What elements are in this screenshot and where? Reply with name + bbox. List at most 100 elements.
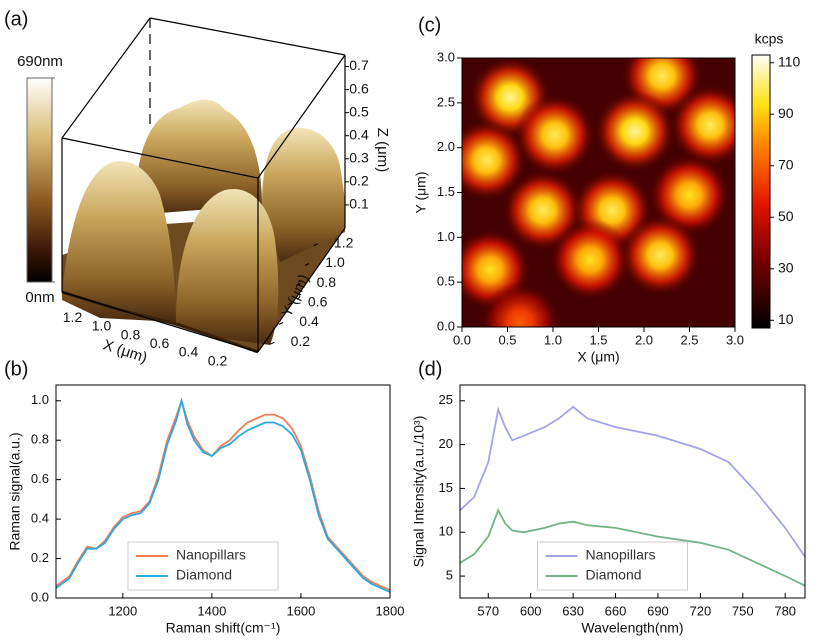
y-tick-label: 2.5 xyxy=(437,94,455,109)
legend-label: Nanopillars xyxy=(176,547,246,563)
y-tick-label: 1.0 xyxy=(437,229,455,244)
legend-label: Nanopillars xyxy=(586,547,656,563)
colorbar-tick-label: 0nm xyxy=(25,289,54,306)
spot xyxy=(513,94,596,177)
spot xyxy=(479,281,562,327)
panel-label: (c) xyxy=(418,14,441,36)
y-tick xyxy=(270,341,275,345)
colorbar-tick-label: 90 xyxy=(778,105,794,121)
y-axis-title: Signal Intensity(a.u./10³) xyxy=(411,416,427,568)
x-tick-label: 0.6 xyxy=(150,335,170,351)
x-tick-label: 600 xyxy=(520,603,542,618)
x-tick-label: 0.5 xyxy=(498,332,516,347)
plot-frame xyxy=(461,57,736,328)
z-tick-label: 0.3 xyxy=(349,150,369,166)
legend-label: Diamond xyxy=(586,567,642,583)
x-axis-title: Wavelength(nm) xyxy=(581,620,683,636)
legend-box xyxy=(127,541,279,591)
x-tick-label: 0.8 xyxy=(121,326,141,342)
y-tick xyxy=(296,282,301,286)
x-tick-label: 0.0 xyxy=(453,332,471,347)
afm-surface xyxy=(61,17,346,354)
y-tick-label: 1.5 xyxy=(437,184,455,199)
y-tick-label: 20 xyxy=(439,436,453,451)
colorbar-tick-label: 70 xyxy=(778,156,794,172)
x-tick-label: 1.2 xyxy=(63,309,83,325)
x-tick-label: 1200 xyxy=(108,603,137,618)
x-axis-title: Raman shift(cm⁻¹) xyxy=(166,620,281,636)
y-tick-label: 0.4 xyxy=(299,313,319,329)
spot xyxy=(619,214,702,297)
panel-label: (b) xyxy=(4,358,28,380)
z-tick-label: 0.7 xyxy=(349,57,369,73)
plot-frame xyxy=(55,384,391,599)
z-tick-label: 0.1 xyxy=(349,196,369,212)
y-tick xyxy=(278,322,284,325)
x-tick-label: 2.0 xyxy=(635,332,653,347)
x-axis-title: X (μm) xyxy=(577,349,619,365)
panel-label: (d) xyxy=(418,358,442,380)
colorbar-tick-label: 30 xyxy=(778,259,794,275)
x-tick-label: 720 xyxy=(690,603,712,618)
z-tick-label: 0.5 xyxy=(349,103,369,119)
colorbar-title: kcps xyxy=(755,31,784,47)
y-tick-label: 0.2 xyxy=(291,333,311,349)
y-tick-label: 0.5 xyxy=(437,274,455,289)
colorbar-tick-label: 50 xyxy=(778,208,794,224)
heatmap xyxy=(462,58,735,327)
legend-box xyxy=(537,541,688,591)
y-tick-label: 1.0 xyxy=(31,392,49,407)
y-tick-label: 0.8 xyxy=(317,274,337,290)
colorbar-tick-label: 110 xyxy=(778,53,801,69)
x-tick-label: 1600 xyxy=(286,603,315,618)
x-tick-label: 3.0 xyxy=(726,332,744,347)
x-tick-label: 0.4 xyxy=(179,344,199,360)
y-tick xyxy=(304,263,310,266)
x-tick-label: 660 xyxy=(605,603,627,618)
y-tick-label: 0.8 xyxy=(31,432,49,447)
y-tick-label: 0.6 xyxy=(308,294,328,310)
y-tick-label: 10 xyxy=(439,524,453,539)
x-tick-label: 1800 xyxy=(376,603,405,618)
y-tick-label: 0.6 xyxy=(31,471,49,486)
y-tick-label: 0.0 xyxy=(31,589,49,604)
y-tick-label: 3.0 xyxy=(437,49,455,64)
z-tick-label: 0.6 xyxy=(349,80,369,96)
y-tick-label: 0.2 xyxy=(31,550,49,565)
y-tick-label: 2.0 xyxy=(437,139,455,154)
y-tick xyxy=(313,243,318,247)
x-tick-label: 2.5 xyxy=(680,332,698,347)
y-axis-title: Raman signal(a.u.) xyxy=(7,432,23,550)
y-axis-title: Y (μm) xyxy=(413,171,429,213)
series-line xyxy=(459,405,806,558)
x-tick-label: 1400 xyxy=(197,603,226,618)
y-tick-label: 0.4 xyxy=(31,511,49,526)
y-tick-label: 0.0 xyxy=(437,318,455,333)
x-tick-label: 630 xyxy=(562,603,584,618)
legend-label: Diamond xyxy=(176,567,232,583)
colorbar xyxy=(26,77,53,283)
series-line xyxy=(55,397,391,593)
z-axis-title: Z (μm) xyxy=(374,128,391,172)
spot xyxy=(593,90,676,173)
x-tick-label: 1.0 xyxy=(544,332,562,347)
spot xyxy=(462,119,528,202)
z-tick-label: 0.2 xyxy=(349,173,369,189)
x-tick-label: 1.0 xyxy=(92,318,112,334)
x-tick-label: 690 xyxy=(647,603,669,618)
y-tick-label: 1.0 xyxy=(325,254,345,270)
series-line xyxy=(55,397,391,591)
spot xyxy=(669,84,735,167)
spot xyxy=(549,218,632,301)
y-tick-label: 25 xyxy=(439,392,453,407)
y-tick-label: 1.2 xyxy=(334,235,354,251)
z-tick-label: 0.4 xyxy=(349,126,369,142)
y-tick xyxy=(287,302,292,306)
x-tick-label: 750 xyxy=(732,603,754,618)
colorbar xyxy=(751,54,771,329)
x-tick-label: 780 xyxy=(774,603,796,618)
colorbar-tick-label: 690nm xyxy=(17,53,63,70)
x-tick-label: 0.2 xyxy=(208,352,228,368)
panel-label: (a) xyxy=(4,8,28,30)
